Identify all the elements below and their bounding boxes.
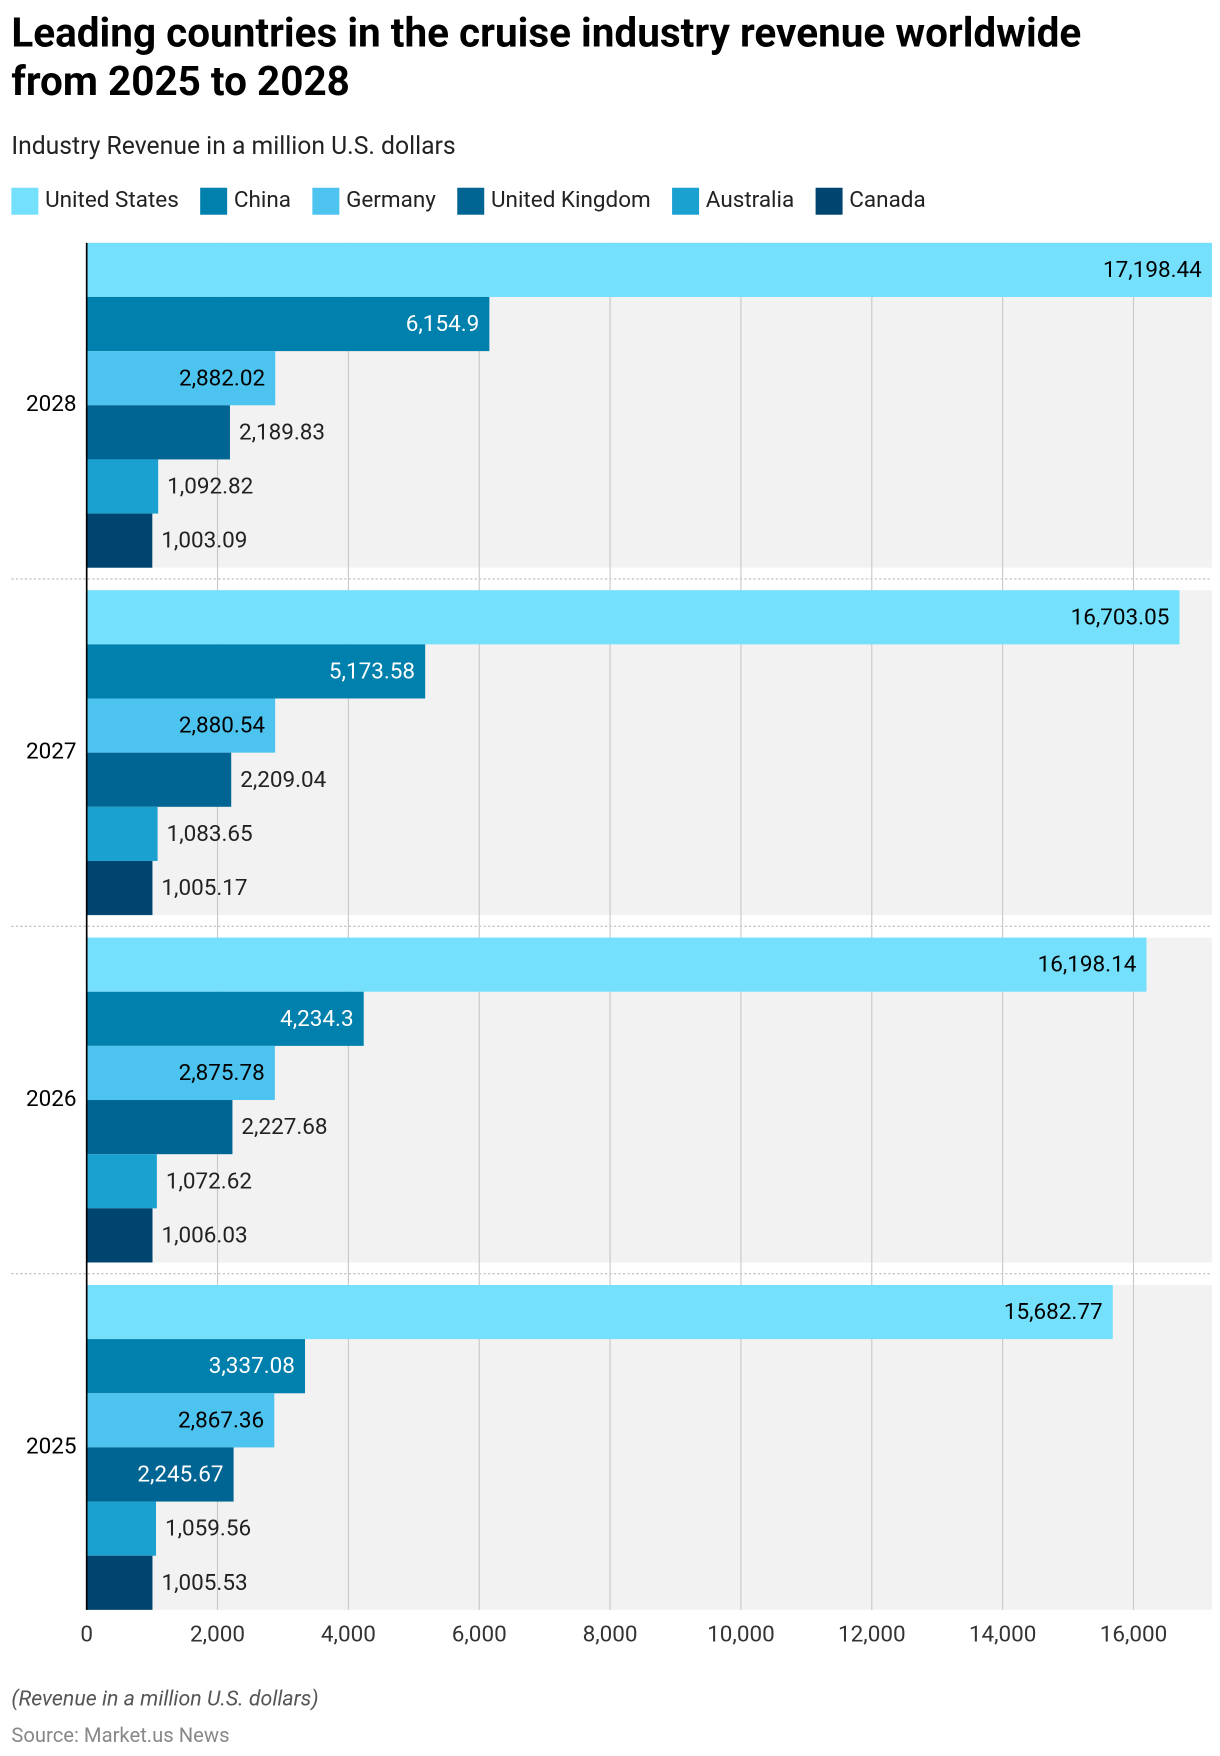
bar: [86, 405, 230, 460]
bar: [86, 590, 1180, 645]
value-label: 1,083.65: [167, 821, 253, 847]
y-category-label: 2027: [26, 739, 77, 765]
value-label: 5,173.58: [329, 658, 415, 684]
bar: [86, 991, 364, 1046]
value-label: 1,003.09: [161, 528, 247, 554]
bar: [86, 1555, 153, 1610]
bar: [86, 513, 153, 568]
legend-swatch: [672, 187, 700, 215]
value-label: 1,072.62: [166, 1168, 252, 1194]
value-label: 2,882.02: [179, 365, 265, 391]
bar: [86, 1501, 157, 1556]
y-category-label: 2028: [26, 391, 77, 417]
footnote: (Revenue in a million U.S. dollars): [11, 1686, 318, 1711]
bar: [86, 1045, 275, 1101]
value-label: 1,005.17: [161, 875, 247, 901]
bar: [86, 296, 490, 352]
value-label: 16,198.14: [1038, 952, 1137, 978]
value-label: 2,245.67: [137, 1462, 223, 1488]
value-label: 16,703.05: [1071, 604, 1170, 630]
chart-title: from 2025 to 2028: [11, 57, 350, 105]
bar: [86, 1100, 233, 1155]
value-label: 1,092.82: [167, 474, 253, 500]
value-label: 2,227.68: [241, 1114, 327, 1140]
bar: [86, 1393, 275, 1448]
chart-subtitle: Industry Revenue in a million U.S. dolla…: [11, 132, 455, 161]
value-label: 2,189.83: [239, 419, 325, 445]
y-category-label: 2025: [26, 1433, 77, 1459]
value-label: 1,059.56: [165, 1516, 251, 1542]
x-tick-label: 8,000: [583, 1622, 638, 1648]
value-label: 17,198.44: [1103, 257, 1202, 283]
legend-swatch: [457, 187, 485, 215]
legend-label: Germany: [346, 187, 436, 213]
x-tick-label: 16,000: [1100, 1622, 1168, 1648]
x-tick-label: 12,000: [838, 1622, 906, 1648]
legend-swatch: [815, 187, 843, 215]
bar: [86, 1339, 306, 1394]
value-label: 15,682.77: [1004, 1299, 1103, 1325]
bar: [86, 459, 159, 514]
value-label: 4,234.3: [280, 1006, 353, 1032]
legend-swatch: [11, 187, 39, 215]
value-label: 2,867.36: [178, 1407, 264, 1433]
bar: [86, 1447, 234, 1502]
bar: [86, 860, 153, 916]
x-tick-label: 6,000: [452, 1622, 507, 1648]
bar: [86, 644, 426, 699]
y-category-label: 2026: [26, 1086, 77, 1112]
legend-swatch: [312, 187, 340, 215]
value-label: 2,880.54: [179, 713, 265, 739]
source: Source: Market.us News: [11, 1723, 229, 1747]
bar: [86, 242, 1212, 297]
legend-label: United Kingdom: [491, 187, 651, 213]
legend-label: Australia: [706, 187, 794, 213]
x-tick-label: 0: [80, 1622, 93, 1648]
bar: [86, 1154, 157, 1209]
bar: [86, 1208, 153, 1263]
value-label: 6,154.9: [406, 311, 479, 337]
x-tick-label: 4,000: [321, 1622, 376, 1648]
x-tick-label: 10,000: [707, 1622, 775, 1648]
value-label: 3,337.08: [209, 1353, 295, 1379]
chart-title: Leading countries in the cruise industry…: [11, 9, 1081, 57]
bar: [86, 1284, 1113, 1340]
x-tick-label: 14,000: [969, 1622, 1037, 1648]
legend-label: United States: [45, 187, 179, 213]
value-label: 1,005.53: [161, 1570, 247, 1596]
bar: [86, 698, 276, 753]
bar: [86, 351, 276, 406]
value-label: 1,006.03: [161, 1222, 247, 1248]
bar: [86, 937, 1147, 992]
value-label: 2,875.78: [179, 1060, 265, 1086]
legend-label: Canada: [849, 187, 925, 213]
legend-label: China: [234, 187, 291, 213]
value-label: 2,209.04: [240, 767, 326, 793]
x-tick-label: 2,000: [190, 1622, 245, 1648]
bar: [86, 752, 232, 807]
bar: [86, 806, 158, 861]
legend-swatch: [200, 187, 228, 215]
